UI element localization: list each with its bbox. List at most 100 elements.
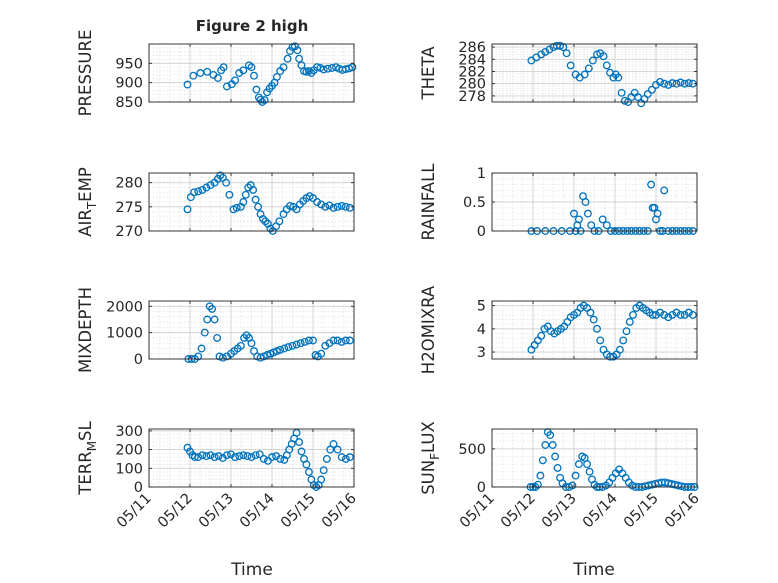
- y-tick-label: 280: [458, 77, 486, 93]
- data-point: [296, 339, 305, 348]
- data-point: [602, 221, 611, 230]
- data-point: [319, 65, 328, 74]
- data-point: [602, 61, 611, 70]
- y-axis-label: SUNFLUX: [419, 421, 442, 495]
- y-tick-label: 300: [115, 424, 143, 440]
- data-point: [302, 460, 311, 469]
- data-point: [251, 195, 260, 204]
- y-axis-label: THETA: [419, 46, 438, 101]
- data-point: [566, 61, 575, 70]
- data-point: [574, 460, 583, 469]
- data-point: [231, 76, 240, 85]
- y-axis-label-subscript: F: [428, 453, 442, 460]
- data-point: [297, 447, 306, 456]
- data-point: [676, 310, 685, 319]
- data-point: [194, 352, 203, 361]
- data-point: [676, 78, 685, 87]
- y-tick-label: 1000: [106, 326, 143, 342]
- data-point: [183, 80, 192, 89]
- y-tick-label: 0: [134, 352, 143, 368]
- y-axis-label: MIXDEPTH: [76, 287, 95, 373]
- data-point: [304, 468, 313, 476]
- data-point: [568, 481, 577, 490]
- data-point: [615, 345, 624, 354]
- data-point: [333, 202, 342, 211]
- data-point: [326, 445, 335, 454]
- y-tick-label: 0.5: [463, 195, 486, 211]
- data-point: [653, 209, 662, 218]
- data-point: [656, 308, 665, 317]
- y-tick-label: 282: [458, 64, 486, 80]
- data-point: [295, 54, 304, 63]
- data-point: [247, 63, 256, 72]
- data-point: [203, 315, 212, 324]
- data-point: [536, 471, 545, 480]
- data-point: [284, 343, 293, 352]
- y-axis-label-main: PRESSURE: [76, 30, 95, 117]
- data-point: [551, 452, 560, 461]
- data-point: [322, 454, 331, 463]
- data-point: [348, 63, 357, 72]
- axes-box: [148, 43, 355, 103]
- y-tick-label: 286: [458, 40, 486, 56]
- data-point: [210, 453, 219, 462]
- y-tick-label: 1: [477, 166, 486, 182]
- y-axis-label: AIRTEMP: [76, 167, 99, 237]
- axes-box: [148, 300, 355, 360]
- data-point: [210, 315, 219, 324]
- data-point: [533, 480, 542, 489]
- data-point: [197, 344, 206, 353]
- data-point: [345, 453, 354, 462]
- data-point: [313, 198, 322, 206]
- data-point: [279, 63, 288, 72]
- data-point: [254, 202, 263, 211]
- data-point: [589, 315, 598, 324]
- data-point: [321, 202, 330, 211]
- data-point: [194, 187, 203, 196]
- data-point: [291, 42, 299, 51]
- data-point: [309, 336, 317, 345]
- subplot-5: 0 1000 2000 MIXDEPTH: [76, 287, 355, 373]
- subplot-4: 0 0.5 1 RAINFALL: [419, 163, 698, 240]
- data-point: [325, 201, 334, 210]
- data-point: [537, 50, 546, 59]
- y-axis-label-main: SUN: [419, 460, 438, 495]
- data-point: [214, 452, 223, 461]
- y-tick-label: 0: [477, 224, 486, 240]
- data-point: [213, 333, 222, 342]
- data-point: [206, 181, 215, 190]
- y-axis-label-main: THETA: [419, 46, 438, 101]
- axes-box: [491, 300, 698, 360]
- y-tick-label: 280: [115, 176, 143, 192]
- data-point: [625, 317, 634, 326]
- y-axis-label-rest: EMP: [76, 167, 95, 202]
- data-point: [309, 194, 317, 203]
- data-point: [585, 467, 594, 476]
- data-point: [225, 190, 234, 199]
- data-point: [672, 79, 681, 88]
- data-point: [614, 73, 623, 82]
- data-point: [337, 201, 346, 210]
- y-tick-label: 3: [477, 345, 486, 361]
- data-point: [586, 308, 595, 317]
- data-point: [222, 178, 231, 187]
- data-point: [598, 215, 607, 224]
- y-tick-label: 5: [477, 299, 486, 315]
- data-point: [341, 454, 350, 463]
- data-point: [323, 64, 332, 73]
- data-point: [333, 336, 342, 345]
- data-point: [541, 441, 550, 449]
- data-point: [280, 344, 289, 353]
- y-tick-label: 284: [458, 52, 486, 68]
- data-point: [588, 56, 597, 65]
- data-point: [202, 183, 211, 192]
- y-tick-label: 0: [134, 480, 143, 496]
- data-point: [239, 451, 248, 460]
- axes-box: [491, 428, 698, 488]
- y-tick-label: 278: [458, 89, 486, 105]
- data-point: [647, 180, 656, 189]
- y-axis-label-main: MIXDEPTH: [76, 287, 95, 373]
- y-tick-label: 2000: [106, 299, 143, 315]
